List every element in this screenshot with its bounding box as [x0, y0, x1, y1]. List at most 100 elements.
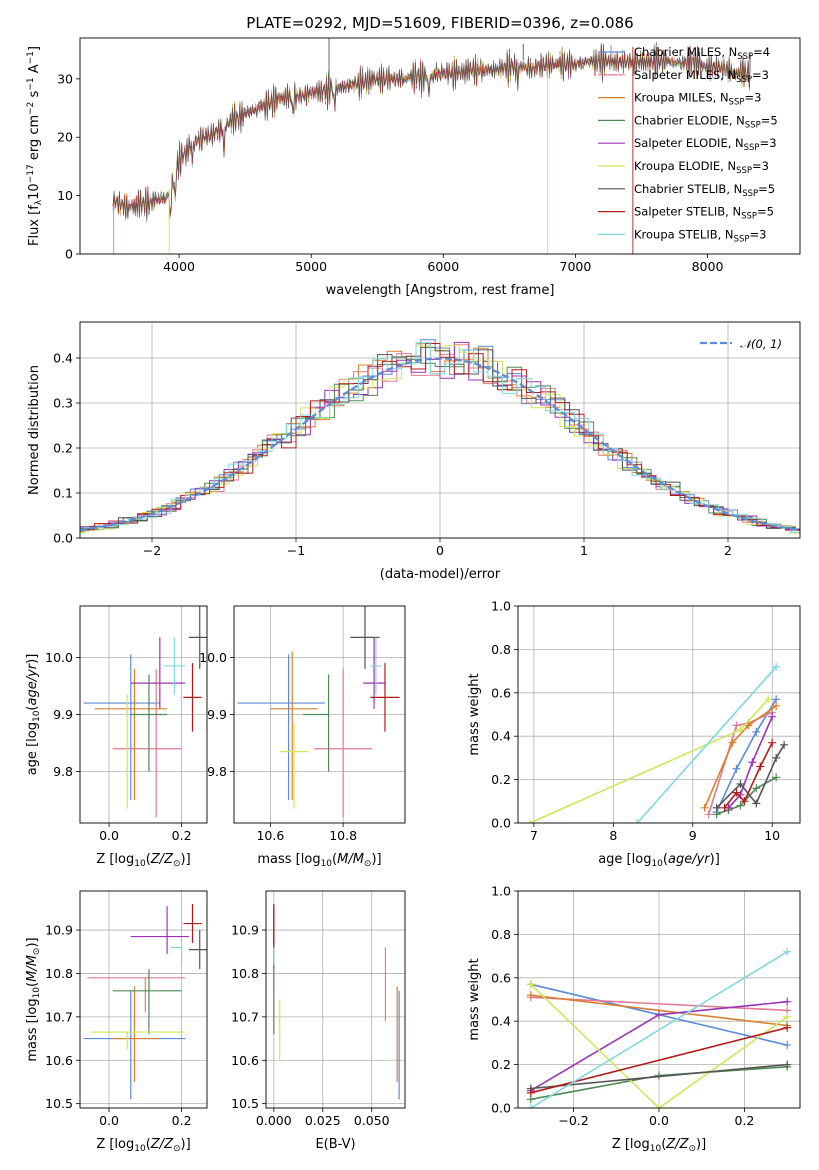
weight-marker — [633, 819, 642, 823]
weight-marker — [728, 738, 737, 747]
legend-entry: Chabrier STELIB, NSSP=5 — [634, 182, 775, 199]
massweight-vs-metallicity-panel: −0.2 0.0 0.2 0.0 0.2 0.4 0.6 0.8 1.0 Z [log10(Z/Z… — [467, 884, 801, 1154]
errorbar-point — [130, 674, 168, 772]
y-tick-label: 0 — [65, 247, 73, 262]
legend-entry: Salpeter STELIB, NSSP=5 — [634, 205, 774, 222]
x-tick-label: 9 — [689, 828, 697, 843]
histogram-step — [80, 342, 800, 533]
y-tick-label: 10.6 — [231, 1053, 259, 1068]
y-tick-label: 0.8 — [491, 642, 511, 657]
y-axis-label: Normed distribution — [27, 365, 42, 495]
y-axis-label: age [log10(age/yr)] — [25, 654, 42, 776]
axes: 7 8 9 10 0.0 0.2 0.4 0.6 0.8 1.0 — [491, 599, 801, 843]
x-tick-label: 0.0 — [99, 828, 119, 843]
weight-line — [530, 951, 788, 1108]
axes-frame — [79, 605, 208, 824]
y-tick-label: 0.4 — [491, 729, 511, 744]
errorbar-point — [183, 663, 202, 732]
x-axis-label: Z [log10(Z/Z⊙)] — [96, 1137, 190, 1154]
errorbar-point — [170, 946, 183, 965]
weight-marker — [526, 1104, 535, 1108]
y-tick-label: 0.4 — [491, 1014, 511, 1029]
x-tick-label: 0 — [436, 543, 444, 558]
weight-marker — [752, 799, 761, 808]
errorbar-point — [270, 651, 318, 801]
grid — [266, 891, 405, 1108]
axes-frame — [79, 890, 208, 1109]
weight-line — [703, 705, 777, 809]
x-axis-label: (data-model)/error — [380, 567, 501, 582]
weight-marker — [772, 773, 781, 782]
plot-area — [526, 947, 792, 1108]
y-tick-label: 9.9 — [53, 707, 73, 722]
weight-marker — [783, 1041, 792, 1050]
legend-entry: 𝒩(0, 1) — [740, 337, 782, 351]
x-tick-label: 0.000 — [256, 1113, 292, 1128]
x-tick-label: −1 — [287, 543, 305, 558]
age-vs-mass-panel: 10.6 10.8 9.8 9.9 10.0 mass [log10(M/M⊙)] — [199, 605, 406, 869]
mass-vs-ebv-panel: 0.000 0.025 0.050 10.5 10.6 10.7 10.8 10.9 E(B-V… — [231, 890, 406, 1152]
x-axis-label: E(B-V) — [315, 1137, 355, 1152]
errorbar-point — [363, 637, 385, 709]
histogram-step — [80, 341, 800, 532]
x-tick-label: 7000 — [560, 259, 592, 274]
errorbar-point — [314, 668, 373, 818]
axes: 0.000 0.025 0.050 10.5 10.6 10.7 10.8 10.9 — [231, 890, 406, 1128]
histogram-step — [80, 343, 800, 532]
y-tick-label: 30 — [57, 71, 73, 86]
weight-marker — [655, 1104, 663, 1108]
x-axis-label: wavelength [Angstrom, rest frame] — [326, 283, 555, 298]
mass-vs-metallicity-panel: 0.0 0.2 10.5 10.6 10.7 10.8 10.9 Z [log10(Z/Z⊙)… — [25, 890, 208, 1154]
x-tick-label: 0.025 — [305, 1113, 341, 1128]
x-axis-label: age [log10(age/yr)] — [598, 852, 720, 869]
plot-area — [237, 606, 400, 818]
x-tick-label: 10.8 — [329, 828, 357, 843]
errorbar-point — [130, 637, 186, 709]
errorbar-point — [237, 654, 325, 801]
legend-entry: Kroupa MILES, NSSP=3 — [634, 91, 761, 108]
x-tick-label: 0.2 — [172, 828, 192, 843]
errorbar-point — [350, 606, 380, 669]
errorbar-point — [163, 637, 186, 695]
y-tick-label: 10.0 — [199, 650, 227, 665]
weight-marker — [712, 803, 721, 812]
errorbar-point — [90, 1031, 186, 1050]
plot-area — [83, 606, 207, 818]
errorbar-point — [188, 930, 207, 970]
y-tick-label: 0.6 — [491, 970, 511, 985]
spectrum-line — [112, 44, 751, 223]
axes: −2 −1 0 1 2 0.0 0.1 0.2 0.3 0.4 — [53, 321, 801, 558]
weight-marker — [783, 947, 792, 956]
legend: Chabrier MILES, NSSP=4 Salpeter MILES, NS… — [598, 45, 778, 244]
plot-area — [83, 904, 207, 1100]
y-tick-label: 0.6 — [491, 685, 511, 700]
normal-curve — [80, 357, 800, 532]
y-tick-label: 10.5 — [45, 1096, 73, 1111]
weight-marker — [783, 1012, 792, 1021]
y-axis-label: mass [log10(M/M⊙)] — [25, 937, 42, 1061]
weight-marker — [525, 819, 534, 823]
weight-line — [530, 983, 788, 1108]
x-tick-label: 0.050 — [354, 1113, 390, 1128]
weight-marker — [700, 803, 709, 812]
legend-entry: Kroupa ELODIE, NSSP=3 — [634, 159, 769, 176]
x-tick-label: 7 — [530, 828, 538, 843]
weight-line — [530, 994, 788, 1027]
weight-marker — [655, 1010, 663, 1019]
x-tick-label: −2 — [143, 543, 161, 558]
errorbar-point — [112, 668, 182, 818]
weight-marker — [756, 762, 765, 771]
spectrum-panel: 4000 5000 6000 7000 8000 0 10 20 30 wavelength [A… — [26, 37, 801, 298]
y-tick-label: 1.0 — [491, 599, 511, 614]
axes-frame — [79, 37, 801, 255]
weight-marker — [526, 980, 535, 989]
y-axis-label: mass weight — [467, 958, 482, 1040]
x-tick-label: 2 — [724, 543, 732, 558]
errorbar-point — [303, 674, 330, 772]
y-tick-label: 0.1 — [53, 486, 73, 501]
weight-marker — [704, 810, 713, 819]
x-axis-label: Z [log10(Z/Z⊙)] — [612, 1137, 706, 1154]
weight-line — [636, 666, 777, 823]
y-tick-label: 0.0 — [491, 1101, 511, 1116]
